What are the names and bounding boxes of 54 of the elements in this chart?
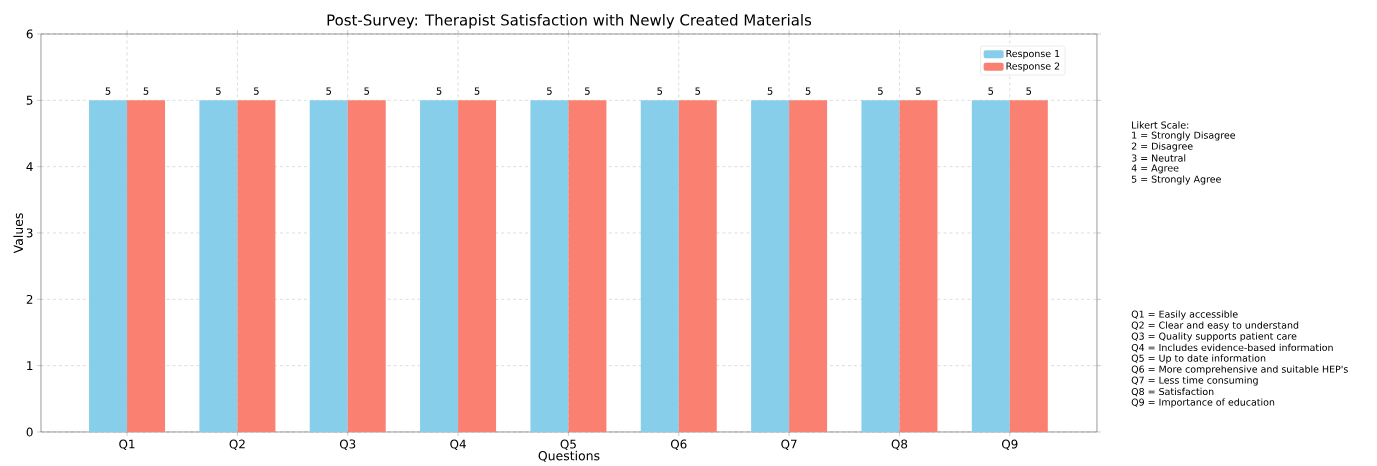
text: Q4 = Includes evidence-based information: [1131, 343, 1333, 353]
x-tick-label: Q2: [229, 439, 245, 450]
data-label: 5: [143, 87, 149, 95]
data-label: 5: [878, 87, 883, 95]
x-tick-label: Q3: [339, 439, 356, 450]
text: 5 = Strongly Agree: [1131, 175, 1221, 185]
data-label: 5: [916, 87, 921, 95]
data-label: 5: [364, 87, 370, 95]
text: Q6 = More comprehensive and suitable HEP's: [1131, 365, 1348, 375]
x-tick-label: Q1: [119, 439, 135, 450]
text: 1 = Strongly Disagree: [1132, 131, 1236, 141]
text: Q8 = Satisfaction: [1131, 387, 1214, 397]
legend-label: Response 2: [1006, 62, 1060, 72]
y-tick-label: 0: [26, 427, 33, 437]
x-tick-label: Q8: [891, 439, 908, 450]
data-label: 5: [805, 87, 811, 95]
data-label: 5: [657, 87, 663, 95]
data-label: 5: [215, 87, 221, 95]
text: 3 = Neutral: [1131, 154, 1186, 162]
y-tick-label: 2: [26, 294, 33, 304]
y-axis-title: Values: [13, 213, 24, 254]
x-tick-label: Q7: [781, 439, 797, 450]
data-label: 5: [253, 87, 259, 95]
text: Q5 = Up to date information: [1131, 354, 1266, 364]
text: Q3 = Quality supports patient care: [1131, 332, 1297, 342]
data-label: 5: [767, 87, 773, 95]
data-label: 5: [105, 87, 111, 95]
data-label: 5: [1026, 87, 1032, 95]
y-tick-label: 4: [26, 162, 33, 172]
data-label: 5: [326, 87, 332, 95]
data-label: 5: [988, 87, 994, 95]
data-label: 5: [695, 87, 701, 95]
data-label: 5: [436, 87, 442, 95]
y-tick-label: 3: [26, 228, 33, 238]
y-tick-label: 1: [27, 361, 33, 371]
text: Q1 = Easily accessible: [1131, 310, 1238, 320]
x-tick-label: Q5: [560, 439, 576, 450]
data-label: 5: [547, 87, 552, 95]
y-tick-label: 6: [26, 29, 33, 39]
text: Q7 = Less time consuming: [1131, 376, 1258, 386]
text: Q2 = Clear and easy to understand: [1131, 321, 1299, 331]
y-tick-label: 5: [26, 95, 33, 105]
data-label: 5: [585, 87, 590, 95]
x-tick-label: Q9: [1001, 439, 1018, 450]
text: 2 = Disagree: [1131, 142, 1193, 152]
x-tick-label: Q6: [670, 439, 687, 450]
text: Q9 = Importance of education: [1131, 398, 1275, 408]
x-tick-label: Q4: [450, 439, 466, 450]
legend-label: Response 1: [1006, 50, 1060, 59]
text: Likert Scale:: [1132, 121, 1189, 129]
text: 4 = Agree: [1131, 164, 1179, 174]
chart-title: Post-Survey: Therapist Satisfaction with Newly Created Materials: [327, 14, 812, 29]
data-label: 5: [474, 87, 480, 95]
x-axis-title: Questions: [538, 450, 600, 462]
